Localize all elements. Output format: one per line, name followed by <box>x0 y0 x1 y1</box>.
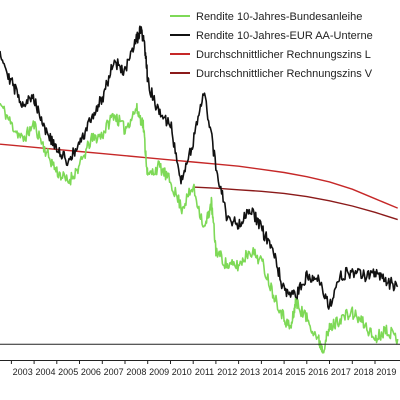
x-tick-label: 2018 <box>354 367 374 377</box>
x-tick-label: 2008 <box>126 367 146 377</box>
series-line-1 <box>0 102 399 354</box>
legend-label-2: Rendite 10-Jahres-EUR AA-Unterne <box>196 30 373 42</box>
x-tick-label: 2013 <box>240 367 260 377</box>
x-tick-label: 2006 <box>81 367 101 377</box>
series-line-2 <box>0 25 399 310</box>
x-axis-ticks: 2003 2004 2005 2006 2007 2008 2009 2010 2011 2012… <box>10 360 396 377</box>
x-tick-label: 2009 <box>149 367 169 377</box>
x-tick-label: 2003 <box>13 367 33 377</box>
x-tick-label: 2010 <box>172 367 192 377</box>
x-tick-label: 2004 <box>35 367 55 377</box>
legend-label-1: Rendite 10-Jahres-Bundesanleihe <box>196 11 362 23</box>
series-layer <box>0 25 399 354</box>
x-tick-label: 2007 <box>104 367 124 377</box>
x-tick-label: 2005 <box>58 367 78 377</box>
x-tick-label: 2015 <box>285 367 305 377</box>
legend-label-4: Durchschnittlicher Rechnungszins V <box>196 68 373 80</box>
x-tick-label: 2017 <box>331 367 351 377</box>
legend-label-3: Durchschnittlicher Rechnungszins L <box>196 49 371 61</box>
x-tick-label: 2012 <box>217 367 237 377</box>
x-tick-label: 2016 <box>308 367 328 377</box>
x-tick-label: 2011 <box>195 367 214 377</box>
x-tick-label: 2014 <box>263 367 283 377</box>
x-tick-label: 2019 <box>376 367 396 377</box>
series-line-4 <box>193 186 398 221</box>
legend: Rendite 10-Jahres-Bundesanleihe Rendite 1… <box>170 11 373 80</box>
